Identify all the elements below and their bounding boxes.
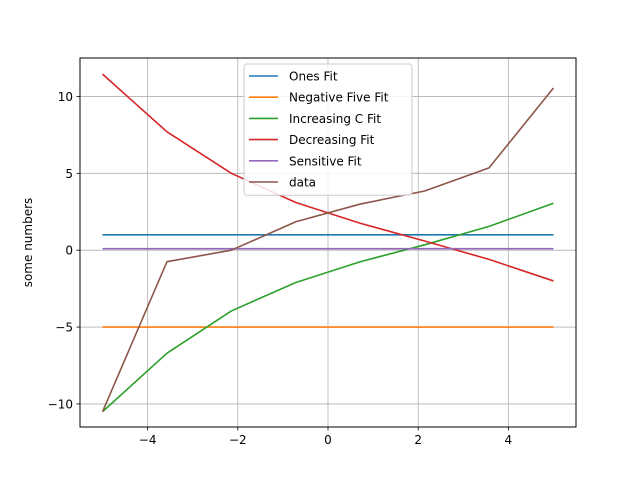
y-tick-label: 10 [58,90,73,104]
series-line-increasing-c-fit [102,202,554,413]
x-tick-label: −2 [229,433,247,447]
legend-label-increasing-c-fit: Increasing C Fit [289,112,381,126]
y-tick-label: 5 [65,167,73,181]
y-tick-label: −5 [55,321,73,335]
y-tick-label: 0 [65,244,73,258]
axis-ticks: −4 −2 0 2 4 −10 −5 0 5 10 [48,90,513,447]
legend-label-sensitive-fit: Sensitive Fit [289,154,362,168]
x-tick-label: −4 [139,433,157,447]
legend-label-data: data [289,176,316,190]
x-tick-label: 0 [324,433,332,447]
x-tick-label: 4 [505,433,513,447]
y-axis-label: some numbers [21,198,35,288]
legend-box [243,63,413,196]
series-line-data [101,87,555,412]
legend-label-negative-five-fit: Negative Five Fit [289,91,389,105]
legend-label-decreasing-fit: Decreasing Fit [289,133,375,147]
legend-label-ones-fit: Ones Fit [289,70,338,84]
series-lines [101,73,555,413]
y-tick-label: −10 [48,397,73,411]
x-tick-label: 2 [414,433,422,447]
legend: Ones Fit Negative Five Fit Increasing C Fi… [243,63,413,196]
